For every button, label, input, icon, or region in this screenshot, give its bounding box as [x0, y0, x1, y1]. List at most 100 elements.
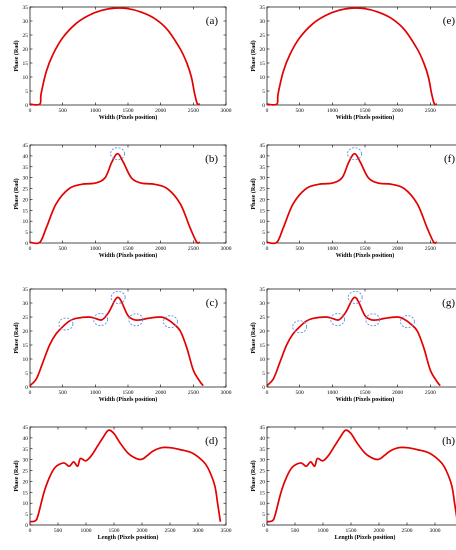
panel-label: (h) [442, 435, 455, 447]
y-tick-label: 10 [260, 75, 266, 81]
y-tick-label: 10 [260, 357, 266, 363]
y-tick-label: 5 [262, 89, 265, 95]
series-line [266, 429, 456, 523]
x-axis-label: Width (Pixels position) [336, 114, 395, 121]
y-tick-label: 25 [260, 315, 266, 321]
y-tick-label: 5 [25, 371, 28, 377]
feature-circle-marker [110, 290, 126, 304]
y-tick-label: 10 [23, 501, 29, 507]
y-tick-label: 30 [23, 176, 29, 182]
x-tick-label: 2000 [392, 108, 403, 114]
plot-frame [266, 288, 456, 388]
y-tick-label: 15 [260, 343, 266, 349]
x-tick-label: 1500 [360, 390, 371, 396]
y-axis-label: Phase (Rad) [250, 460, 257, 491]
y-tick-label: 40 [23, 436, 29, 442]
chart-panel-a: 0 500 1000 1500 2000 2500 3000 0 5 10 15 20 25 30 35 Wi… [13, 5, 232, 121]
x-tick-label: 1000 [318, 528, 329, 534]
x-axis-label: Width (Pixels position) [336, 252, 395, 259]
feature-circle-marker [347, 290, 363, 304]
y-tick-label: 25 [23, 33, 29, 39]
feature-circle-marker [347, 147, 362, 161]
x-tick-label: 1000 [327, 246, 338, 252]
x-tick-label: 0 [29, 246, 32, 252]
x-tick-label: 1500 [123, 390, 134, 396]
y-tick-label: 45 [23, 425, 29, 431]
y-tick-label: 10 [23, 219, 29, 225]
y-tick-label: 25 [260, 187, 266, 193]
y-tick-label: 30 [260, 176, 266, 182]
chart-panel-f: 0500100015002000250030000510152025303540… [250, 143, 456, 259]
x-tick-label: 2000 [155, 390, 166, 396]
x-axis-label: Length (Pixels position) [98, 534, 159, 541]
x-tick-label: 1500 [360, 108, 371, 114]
x-tick-label: 2500 [402, 528, 413, 534]
x-tick-label: 1000 [327, 390, 338, 396]
y-tick-label: 0 [262, 241, 265, 247]
y-tick-label: 15 [23, 490, 29, 496]
x-tick-label: 500 [59, 108, 68, 114]
y-tick-label: 0 [262, 523, 265, 529]
y-tick-label: 15 [260, 61, 266, 67]
feature-circle-marker [292, 320, 308, 334]
y-tick-label: 0 [25, 385, 28, 391]
y-tick-label: 30 [260, 19, 266, 25]
x-tick-label: 500 [296, 246, 305, 252]
x-tick-label: 1500 [360, 246, 371, 252]
feature-circle-marker [163, 315, 178, 329]
feature-circle-marker [110, 147, 125, 161]
chart-panel-c: 0 500 1000 1500 2000 2500 3000 0 5 10 15 20 25 30 35 Wi… [13, 287, 232, 403]
x-tick-label: 2500 [425, 246, 436, 252]
chart-panel-g: 05001000150020002500300005101520253035Wi… [250, 287, 456, 403]
y-tick-label: 20 [260, 329, 266, 335]
y-axis-label: Phase (Rad) [13, 322, 20, 353]
y-tick-label: 0 [262, 103, 265, 109]
y-axis-label: Phase (Rad) [13, 178, 20, 209]
x-tick-label: 3000 [221, 246, 232, 252]
x-axis-label: Width (Pixels position) [336, 396, 395, 403]
series-line [29, 296, 204, 387]
x-tick-label: 1000 [81, 528, 92, 534]
y-tick-label: 30 [260, 301, 266, 307]
y-tick-label: 15 [23, 208, 29, 214]
y-tick-label: 20 [260, 479, 266, 485]
x-tick-label: 500 [59, 246, 68, 252]
y-tick-label: 30 [23, 458, 29, 464]
y-tick-label: 25 [260, 469, 266, 475]
x-tick-label: 2500 [425, 390, 436, 396]
x-tick-label: 1000 [90, 246, 101, 252]
x-tick-label: 0 [29, 528, 32, 534]
x-tick-label: 0 [266, 246, 269, 252]
y-tick-label: 40 [260, 154, 266, 160]
plot-frame [266, 6, 456, 106]
y-tick-label: 40 [260, 436, 266, 442]
y-tick-label: 10 [23, 75, 29, 81]
y-tick-label: 5 [25, 230, 28, 236]
x-tick-label: 2500 [188, 390, 199, 396]
series-line [29, 152, 201, 245]
y-tick-label: 25 [23, 469, 29, 475]
feature-circle-marker [330, 313, 346, 326]
x-axis-label: Width (Pixels position) [99, 252, 158, 259]
y-tick-label: 20 [23, 47, 29, 53]
x-tick-label: 500 [296, 108, 305, 114]
y-tick-label: 45 [260, 425, 266, 431]
y-tick-label: 15 [260, 490, 266, 496]
x-tick-label: 3000 [193, 528, 204, 534]
y-tick-label: 10 [23, 357, 29, 363]
y-tick-label: 40 [23, 154, 29, 160]
plot-frame [29, 426, 227, 526]
x-tick-label: 0 [266, 390, 269, 396]
y-axis-label: Phase (Rad) [13, 460, 20, 491]
y-tick-label: 25 [260, 33, 266, 39]
y-tick-label: 30 [23, 19, 29, 25]
x-tick-label: 500 [291, 528, 300, 534]
x-tick-label: 0 [29, 108, 32, 114]
y-tick-label: 20 [23, 479, 29, 485]
x-tick-label: 0 [266, 108, 269, 114]
y-tick-label: 5 [25, 512, 28, 518]
x-tick-label: 0 [266, 528, 269, 534]
x-tick-label: 500 [59, 390, 68, 396]
chart-panel-e: 05001000150020002500300005101520253035Wi… [250, 5, 456, 121]
